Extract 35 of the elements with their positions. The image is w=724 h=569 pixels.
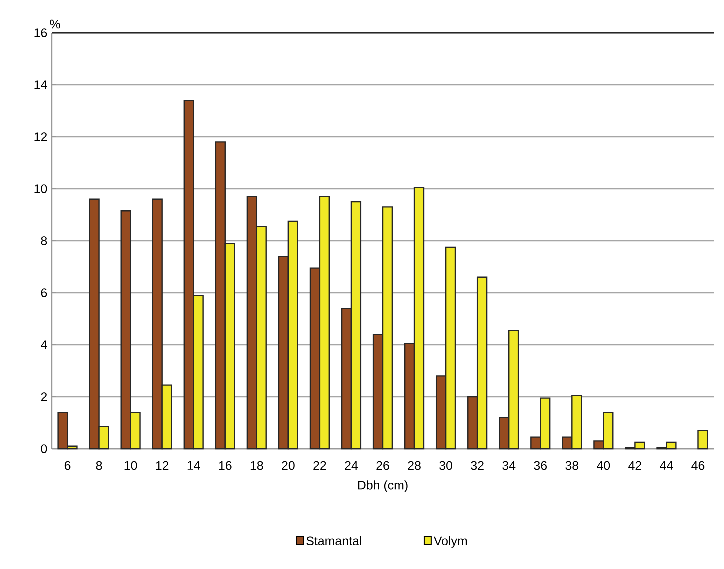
x-axis-title: Dbh (cm) bbox=[358, 480, 408, 492]
x-tick-label: 32 bbox=[471, 461, 484, 470]
y-tick-label: 8 bbox=[41, 236, 48, 246]
x-tick-label: 6 bbox=[64, 461, 71, 470]
x-tick-label: 20 bbox=[282, 461, 295, 470]
legend-label: Volym bbox=[434, 536, 468, 548]
x-tick-label: 46 bbox=[692, 461, 705, 470]
x-tick-label: 44 bbox=[660, 461, 674, 470]
y-tick-label: 4 bbox=[41, 340, 48, 350]
x-tick-label: 42 bbox=[628, 461, 642, 470]
x-tick-label: 38 bbox=[566, 461, 579, 470]
y-tick-label: 2 bbox=[41, 392, 48, 402]
x-tick-label: 36 bbox=[534, 461, 547, 470]
x-tick-label: 28 bbox=[408, 461, 421, 470]
x-tick-label: 30 bbox=[440, 461, 452, 470]
y-axis-title: % bbox=[50, 20, 60, 29]
x-tick-label: 40 bbox=[597, 461, 610, 470]
x-tick-label: 22 bbox=[314, 461, 326, 470]
x-tick-label: 34 bbox=[502, 461, 516, 470]
y-tick-label: 12 bbox=[34, 132, 48, 142]
x-tick-label: 12 bbox=[156, 461, 169, 470]
y-tick-label: 10 bbox=[34, 184, 48, 194]
x-tick-label: 14 bbox=[188, 461, 200, 470]
x-tick-label: 16 bbox=[219, 461, 232, 470]
bar bbox=[698, 430, 708, 450]
legend-label: Stamantal bbox=[306, 536, 362, 546]
x-tick-label: 18 bbox=[250, 461, 264, 470]
x-tick-label: 26 bbox=[376, 461, 390, 470]
x-tick-label: 8 bbox=[96, 461, 102, 470]
y-tick-label: 14 bbox=[34, 80, 48, 90]
y-tick-label: 6 bbox=[41, 288, 48, 298]
y-tick-label: 0 bbox=[41, 444, 48, 454]
y-tick-label: 16 bbox=[34, 28, 48, 38]
x-tick-label: 10 bbox=[124, 461, 138, 470]
x-tick-label: 24 bbox=[345, 461, 358, 470]
